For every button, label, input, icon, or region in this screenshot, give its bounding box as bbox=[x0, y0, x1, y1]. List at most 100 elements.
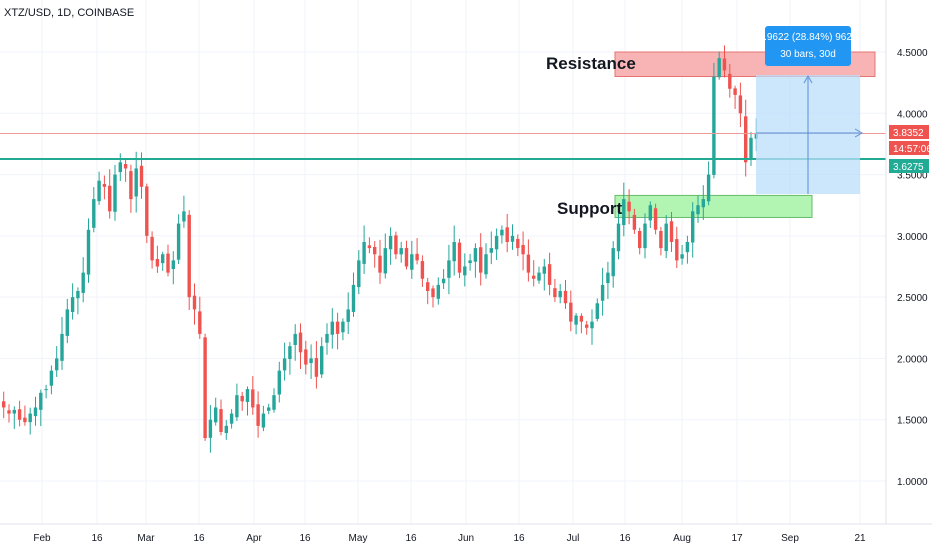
candle bbox=[447, 244, 451, 295]
candle bbox=[224, 420, 228, 440]
candle-body bbox=[701, 199, 705, 208]
candle-body bbox=[139, 165, 144, 187]
support-zone bbox=[614, 194, 813, 218]
candle bbox=[526, 239, 531, 282]
x-tick-label: 17 bbox=[731, 533, 743, 544]
candle-body bbox=[706, 174, 711, 202]
candle-body bbox=[600, 284, 605, 301]
candle-body bbox=[696, 205, 700, 215]
candle bbox=[616, 211, 621, 260]
candle bbox=[468, 253, 472, 271]
candle-body bbox=[7, 410, 11, 414]
candle bbox=[632, 208, 637, 234]
candle bbox=[192, 283, 197, 325]
candle bbox=[373, 241, 377, 268]
candle bbox=[441, 269, 446, 290]
candle bbox=[436, 277, 440, 305]
candle bbox=[600, 267, 605, 316]
time-axis[interactable]: Feb 16 Mar 16 Apr 16 May 16 Jun 16 Jul 16 Aug 17 Sep 21 bbox=[33, 533, 866, 544]
candle bbox=[267, 403, 271, 415]
candle-body bbox=[161, 254, 165, 264]
candle bbox=[309, 344, 313, 379]
candle-body bbox=[532, 275, 536, 279]
candle-body bbox=[235, 395, 239, 418]
candle-body bbox=[304, 349, 308, 365]
candle bbox=[664, 215, 668, 259]
candle bbox=[585, 320, 589, 335]
candle-body bbox=[420, 261, 425, 279]
candle-body bbox=[463, 266, 467, 276]
candle bbox=[733, 85, 737, 109]
candle-body bbox=[198, 311, 202, 334]
candle bbox=[410, 240, 414, 279]
price-tag-bg bbox=[889, 159, 929, 173]
candle bbox=[685, 235, 690, 264]
candle bbox=[118, 153, 122, 181]
candle bbox=[590, 309, 594, 345]
price-axis[interactable]: 1.0000 1.5000 2.0000 2.5000 3.0000 3.5000 4.00… bbox=[897, 48, 928, 488]
candle bbox=[176, 214, 181, 265]
candle-body bbox=[426, 282, 430, 292]
candle bbox=[76, 287, 80, 315]
price-tag-label: 3.8352 bbox=[893, 128, 924, 139]
measure-tool: 0.9622 (28.84%) 9622 30 bars, 30d bbox=[756, 26, 864, 194]
candle bbox=[17, 400, 22, 427]
candle-body bbox=[457, 242, 462, 273]
candle-body bbox=[23, 417, 27, 423]
candle-body bbox=[510, 235, 515, 242]
candle-body bbox=[632, 214, 637, 230]
y-tick-label: 1.5000 bbox=[897, 416, 928, 427]
y-tick-label: 2.0000 bbox=[897, 354, 928, 365]
candle-body bbox=[606, 272, 610, 284]
candle bbox=[744, 99, 748, 177]
candle bbox=[113, 164, 117, 221]
candle bbox=[706, 161, 711, 206]
candle bbox=[346, 292, 350, 335]
candle bbox=[251, 376, 255, 415]
candle bbox=[203, 333, 207, 441]
candle bbox=[150, 231, 154, 269]
measure-label-box bbox=[765, 26, 851, 66]
measure-line-1: 0.9622 (28.84%) 9622 bbox=[759, 32, 858, 43]
candle bbox=[420, 255, 425, 287]
candle bbox=[574, 313, 578, 335]
candle bbox=[341, 318, 345, 341]
candle-body bbox=[314, 358, 319, 377]
candle-body bbox=[256, 404, 260, 426]
candle-body bbox=[399, 248, 403, 255]
candle-body bbox=[39, 392, 43, 410]
candle bbox=[500, 225, 504, 244]
candle-body bbox=[277, 370, 281, 395]
candle bbox=[351, 272, 356, 317]
candle bbox=[362, 225, 366, 274]
candle bbox=[659, 226, 663, 256]
candles bbox=[2, 45, 758, 453]
candle bbox=[479, 233, 483, 286]
candle bbox=[415, 238, 419, 265]
candle bbox=[388, 227, 393, 265]
candle bbox=[282, 342, 287, 381]
candle-body bbox=[415, 253, 419, 261]
candle-body bbox=[537, 272, 541, 281]
candle-body bbox=[28, 413, 32, 423]
x-tick-label: May bbox=[349, 533, 368, 544]
candle bbox=[669, 212, 674, 253]
y-tick-label: 1.0000 bbox=[897, 477, 928, 488]
candle-body bbox=[526, 254, 531, 273]
candle-body bbox=[76, 291, 80, 299]
x-tick-label: Apr bbox=[246, 533, 262, 544]
candle-body bbox=[653, 208, 658, 230]
candle bbox=[357, 250, 361, 295]
candle bbox=[611, 241, 615, 288]
candle-body bbox=[240, 395, 244, 402]
candle bbox=[219, 399, 223, 436]
candle bbox=[208, 405, 213, 453]
candle-body bbox=[388, 235, 393, 250]
candle bbox=[187, 210, 191, 310]
y-tick-label: 4.0000 bbox=[897, 109, 928, 120]
candle-body bbox=[627, 201, 631, 212]
candle-body bbox=[595, 303, 599, 319]
candle bbox=[70, 283, 75, 320]
candle-body bbox=[33, 407, 38, 417]
